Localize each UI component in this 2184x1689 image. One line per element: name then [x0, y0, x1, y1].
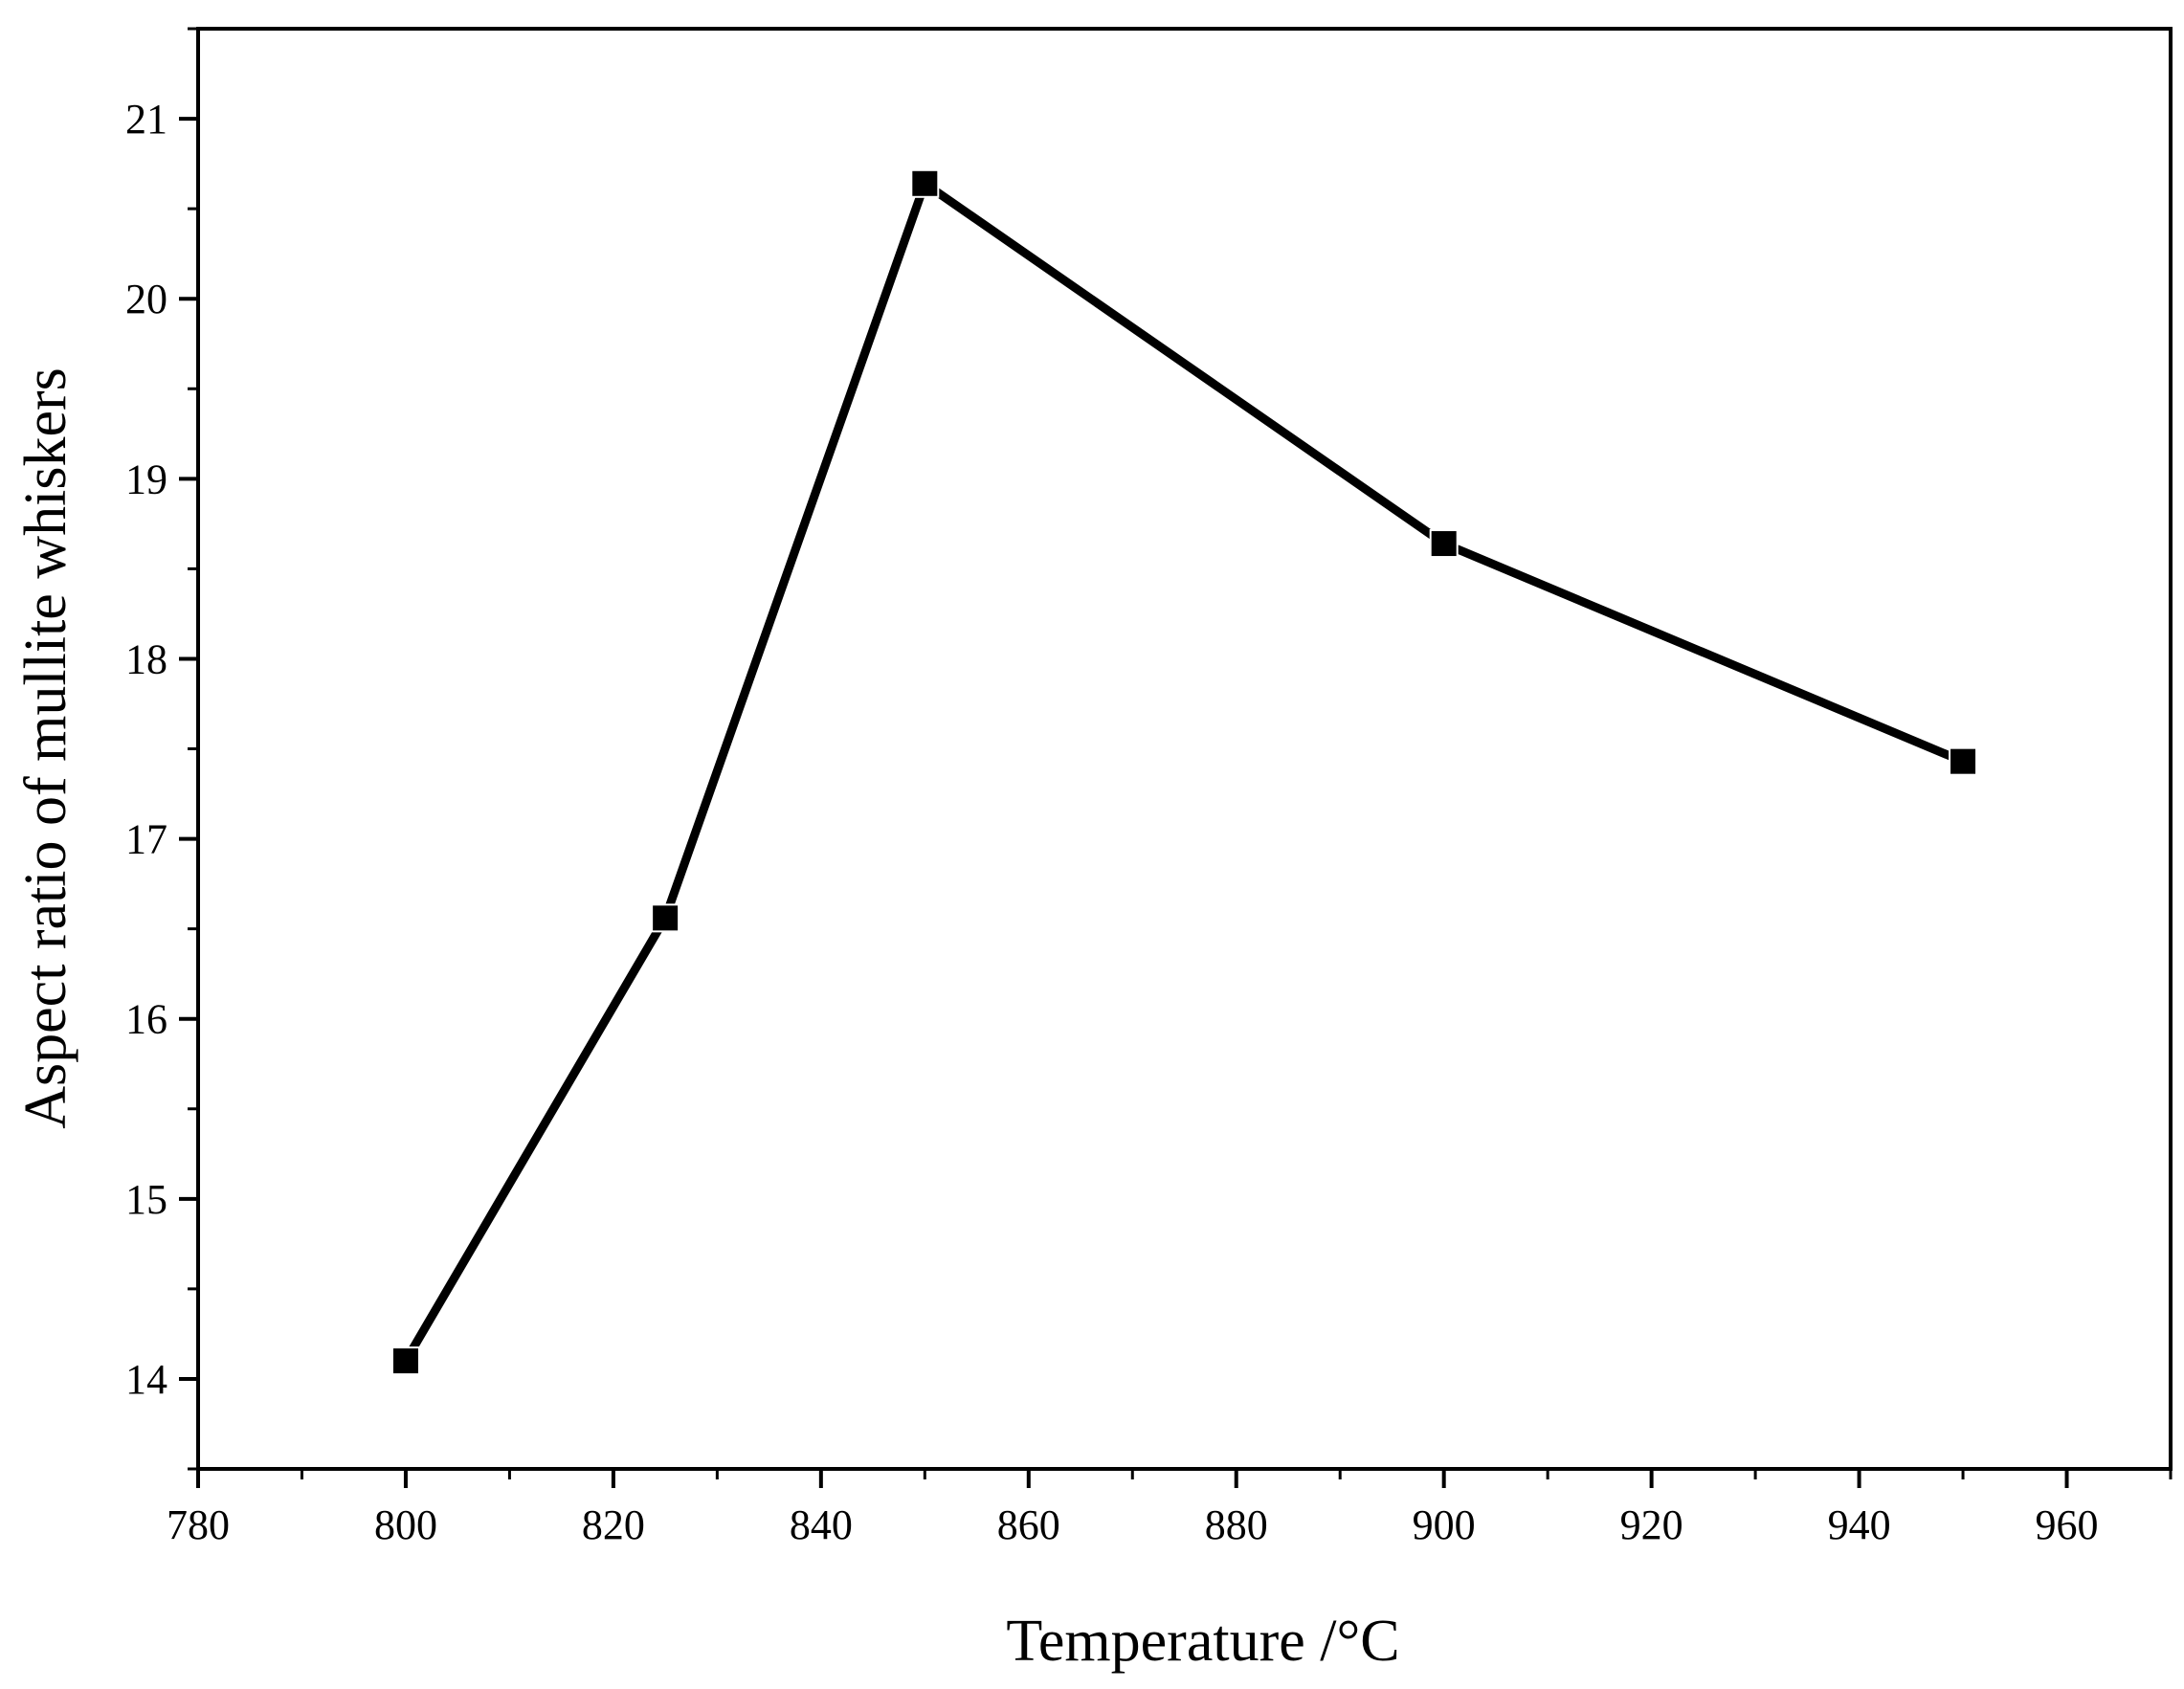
x-tick-label: 800	[374, 1501, 437, 1548]
x-axis-title: Temperature /°C	[1006, 1609, 1399, 1674]
x-tick-label: 860	[997, 1501, 1060, 1548]
y-tick-label: 20	[125, 276, 167, 322]
x-tick-label: 920	[1620, 1501, 1683, 1548]
y-tick-label: 19	[125, 456, 167, 502]
x-tick-label: 880	[1205, 1501, 1268, 1548]
x-tick-label: 820	[582, 1501, 645, 1548]
y-tick-label: 17	[125, 816, 167, 863]
x-tick-label: 840	[790, 1501, 853, 1548]
series-line	[402, 176, 1965, 1364]
data-point	[651, 903, 680, 933]
series-layer	[390, 168, 1978, 1376]
plot-frame	[196, 27, 2173, 1471]
y-tick-label: 16	[125, 996, 167, 1043]
y-tick-label: 18	[125, 635, 167, 682]
x-tick-label: 900	[1413, 1501, 1476, 1548]
y-axis: 14 15 16 17 18 19 20 21	[125, 27, 198, 1471]
y-axis-title: Aspect ratio of mullite whiskers	[13, 367, 78, 1129]
x-axis: 780 800 820 840 860 880 900 920 940 960	[167, 1469, 2173, 1548]
data-point	[910, 168, 940, 198]
y-tick-label: 14	[125, 1356, 167, 1403]
data-point	[390, 1346, 420, 1376]
x-tick-label: 960	[2036, 1501, 2099, 1548]
data-point	[1949, 746, 1978, 776]
data-point	[1429, 529, 1459, 559]
x-tick-label: 940	[1828, 1501, 1891, 1548]
x-tick-label: 780	[167, 1501, 230, 1548]
y-tick-label: 21	[125, 96, 167, 143]
y-tick-label: 15	[125, 1176, 167, 1223]
